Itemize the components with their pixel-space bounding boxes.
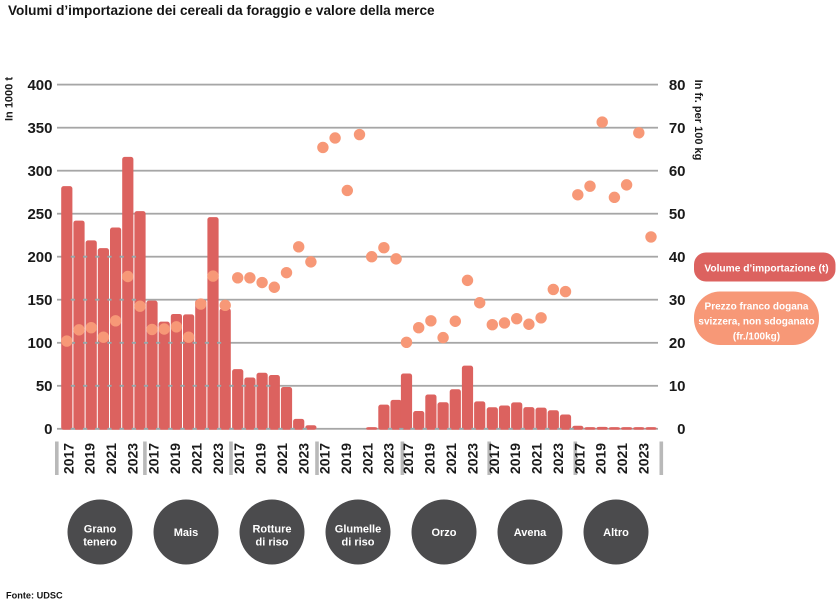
svg-text:In 1000 t: In 1000 t — [4, 77, 16, 121]
svg-text:In fr. per 100 kg: In fr. per 100 kg — [692, 80, 704, 161]
svg-text:2017: 2017 — [316, 443, 332, 474]
svg-text:Altro: Altro — [603, 527, 629, 539]
svg-text:2023: 2023 — [296, 443, 312, 474]
svg-text:Grano: Grano — [84, 524, 117, 536]
svg-text:Prezzo franco dogana: Prezzo franco dogana — [705, 302, 809, 313]
svg-text:di riso: di riso — [255, 537, 288, 549]
svg-text:200: 200 — [27, 249, 52, 266]
svg-text:10: 10 — [669, 378, 686, 395]
svg-text:20: 20 — [669, 335, 686, 352]
svg-text:2019: 2019 — [167, 443, 183, 474]
svg-text:Avena: Avena — [514, 527, 547, 539]
svg-text:2017: 2017 — [400, 443, 416, 474]
svg-text:2019: 2019 — [593, 443, 609, 474]
svg-text:Fonte: UDSC: Fonte: UDSC — [6, 591, 63, 601]
svg-text:2017: 2017 — [231, 443, 247, 474]
svg-text:50: 50 — [36, 378, 53, 395]
svg-text:2017: 2017 — [146, 443, 162, 474]
svg-text:30: 30 — [669, 292, 686, 309]
svg-text:Orzo: Orzo — [431, 527, 456, 539]
svg-text:2023: 2023 — [210, 443, 226, 474]
svg-text:2023: 2023 — [381, 443, 397, 474]
svg-text:tenero: tenero — [83, 537, 117, 549]
svg-text:2023: 2023 — [636, 443, 652, 474]
svg-text:Volume d’importazione (t): Volume d’importazione (t) — [704, 263, 828, 274]
svg-text:2017: 2017 — [486, 443, 502, 474]
svg-text:2021: 2021 — [359, 443, 375, 474]
svg-text:Rotture: Rotture — [252, 524, 291, 536]
svg-text:2023: 2023 — [464, 443, 480, 474]
svg-text:2017: 2017 — [571, 443, 587, 474]
svg-text:2021: 2021 — [529, 443, 545, 474]
svg-text:svizzera, non sdoganato: svizzera, non sdoganato — [698, 317, 814, 328]
svg-text:(fr./100kg): (fr./100kg) — [733, 332, 780, 343]
svg-text:350: 350 — [27, 120, 52, 137]
svg-text:2023: 2023 — [125, 443, 141, 474]
svg-text:2019: 2019 — [338, 443, 354, 474]
svg-text:150: 150 — [27, 292, 52, 309]
svg-text:2019: 2019 — [421, 443, 437, 474]
svg-text:40: 40 — [669, 249, 686, 266]
svg-text:100: 100 — [27, 335, 52, 352]
svg-text:di riso: di riso — [341, 537, 374, 549]
svg-text:2021: 2021 — [443, 443, 459, 474]
svg-text:2021: 2021 — [188, 443, 204, 474]
svg-text:2023: 2023 — [550, 443, 566, 474]
svg-text:2021: 2021 — [103, 443, 119, 474]
svg-text:400: 400 — [27, 77, 52, 94]
svg-text:2019: 2019 — [253, 443, 269, 474]
svg-text:60: 60 — [669, 163, 686, 180]
svg-text:80: 80 — [669, 77, 686, 94]
svg-text:2017: 2017 — [60, 443, 76, 474]
svg-text:Volumi d’importazione dei cere: Volumi d’importazione dei cereali da for… — [8, 3, 435, 18]
svg-text:70: 70 — [669, 120, 686, 137]
svg-text:2021: 2021 — [274, 443, 290, 474]
svg-text:250: 250 — [27, 206, 52, 223]
svg-text:Glumelle: Glumelle — [335, 524, 381, 536]
svg-text:0: 0 — [44, 421, 52, 438]
svg-text:2021: 2021 — [614, 443, 630, 474]
svg-text:2019: 2019 — [507, 443, 523, 474]
svg-text:2019: 2019 — [82, 443, 98, 474]
svg-text:50: 50 — [669, 206, 686, 223]
svg-text:Mais: Mais — [174, 527, 198, 539]
svg-text:0: 0 — [677, 421, 685, 438]
svg-text:300: 300 — [27, 163, 52, 180]
